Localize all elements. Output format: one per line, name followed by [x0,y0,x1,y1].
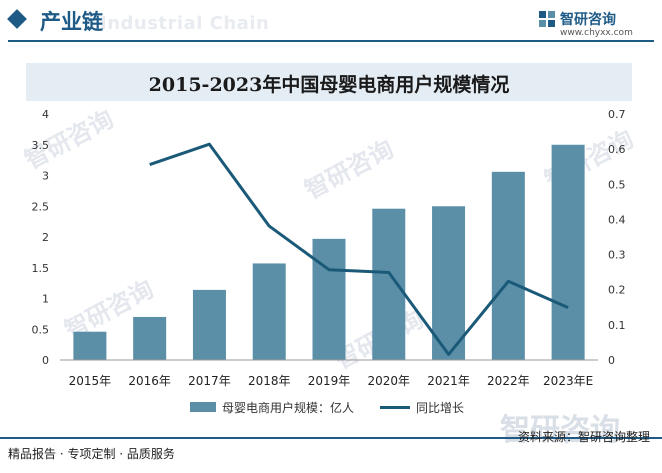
y-right-tick-label: 0.7 [608,108,626,121]
y-left-tick-label: 2.5 [32,200,50,213]
chart-title-band: 2015-2023年中国母婴电商用户规模情况 [26,63,632,101]
x-tick-label: 2021年 [427,374,470,388]
y-left-tick-label: 2 [42,231,49,244]
logo-icon [539,11,555,27]
page-footer: 精品报告 · 专项定制 · 品质服务 资料来源：智研咨询整理 [0,430,662,473]
y-right-tick-label: 0.1 [608,319,626,332]
growth-line [149,142,569,356]
y-left-tick-label: 1 [42,293,49,306]
legend-swatch-line [380,406,410,409]
brand-logo: 智研咨询 www.chyxx.com [538,8,648,42]
x-tick-label: 2017年 [188,374,231,388]
x-tick-label: 2019年 [308,374,351,388]
bar [372,208,406,360]
bar [432,206,466,360]
y-left-tick-label: 1.5 [32,262,50,275]
y-left-tick-label: 4 [42,108,49,121]
page-header: Industrial Chain 产业链 [0,0,662,44]
bar [551,144,585,360]
chart: 0 0.5 1 1.5 2 2.5 3 3.5 4 0 0.1 0.2 0.3 0.4 0.5 0.6 0.7 2… [32,108,626,388]
bar [312,238,346,360]
y-left-tick-label: 0.5 [32,323,50,336]
footer-tagline: 精品报告 · 专项定制 · 品质服务 [8,447,175,461]
x-tick-label: 2018年 [248,374,291,388]
brand-name: 智研咨询 [560,12,616,28]
x-tick-label: 2020年 [368,374,411,388]
section-title: 产业链 [40,10,103,34]
footer-divider [0,437,662,439]
x-tick-label: 2016年 [128,374,171,388]
brand-url: www.chyxx.com [560,28,633,38]
header-divider [8,40,654,42]
bar [491,171,525,360]
y-left-tick-label: 3 [42,170,49,183]
header-ghost-text: Industrial Chain [100,13,270,34]
bar [73,331,107,360]
x-tick-label: 2023年E [543,374,593,388]
y-right-tick-label: 0.2 [608,284,626,297]
x-tick-label: 2022年 [487,374,530,388]
y-right-tick-label: 0.6 [608,143,626,156]
x-tick-label: 2015年 [69,374,112,388]
y-right-tick-label: 0.3 [608,249,626,262]
bar [192,289,226,360]
y-right-tick-label: 0.5 [608,178,626,191]
y-left-tick-label: 3.5 [32,139,50,152]
bar [133,316,167,360]
chart-title: 2015-2023年中国母婴电商用户规模情况 [148,74,510,96]
y-right-tick-label: 0.4 [608,213,626,226]
legend-label-line: 同比增长 [416,401,465,415]
diamond-icon [7,9,27,29]
y-left-tick-label: 0 [42,354,49,367]
legend-swatch-bar [190,402,216,412]
y-right-tick-label: 0 [608,354,615,367]
watermark: 智研咨询 [500,413,620,448]
bar [252,263,286,360]
legend-label-bar: 母婴电商用户规模：亿人 [222,401,355,415]
source-note: 资料来源：智研咨询整理 [517,430,650,444]
